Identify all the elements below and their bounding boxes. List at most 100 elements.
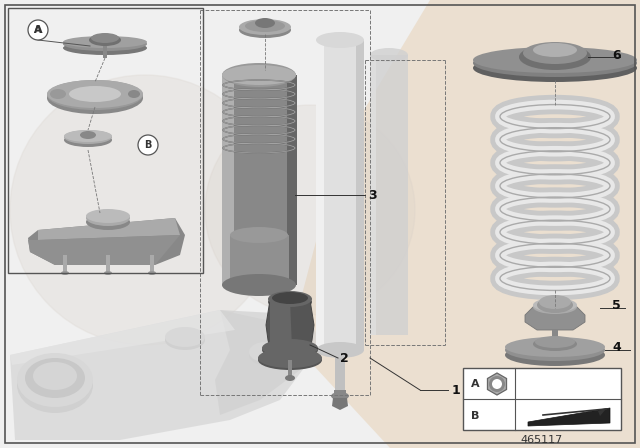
Ellipse shape — [489, 376, 505, 392]
Text: 3: 3 — [368, 189, 376, 202]
Text: B: B — [471, 411, 479, 421]
Bar — [335, 350, 345, 395]
Polygon shape — [38, 218, 180, 240]
Ellipse shape — [69, 86, 121, 102]
Ellipse shape — [63, 37, 147, 51]
Ellipse shape — [89, 34, 121, 46]
Ellipse shape — [255, 18, 275, 28]
Polygon shape — [266, 300, 314, 348]
Ellipse shape — [222, 274, 296, 296]
Ellipse shape — [268, 294, 312, 310]
Ellipse shape — [316, 32, 364, 48]
Text: 2: 2 — [340, 352, 349, 365]
Ellipse shape — [222, 65, 296, 85]
Bar — [106, 255, 110, 273]
Ellipse shape — [258, 348, 322, 368]
Polygon shape — [10, 310, 310, 440]
Ellipse shape — [272, 292, 308, 304]
Ellipse shape — [258, 350, 322, 370]
Ellipse shape — [165, 327, 205, 347]
Bar — [316, 40, 324, 350]
Ellipse shape — [47, 80, 143, 108]
Ellipse shape — [64, 130, 112, 142]
Ellipse shape — [25, 358, 85, 398]
Ellipse shape — [47, 82, 143, 114]
Bar — [356, 40, 364, 350]
Bar — [63, 255, 67, 273]
Ellipse shape — [245, 20, 285, 32]
Ellipse shape — [473, 49, 637, 77]
Bar — [230, 235, 289, 285]
Polygon shape — [528, 408, 610, 426]
Ellipse shape — [222, 63, 296, 87]
Ellipse shape — [505, 339, 605, 361]
Ellipse shape — [331, 392, 349, 400]
Ellipse shape — [550, 341, 560, 347]
Bar — [316, 40, 364, 350]
Ellipse shape — [230, 227, 288, 243]
Ellipse shape — [63, 41, 147, 55]
Ellipse shape — [64, 133, 112, 147]
Ellipse shape — [47, 80, 143, 110]
Text: A: A — [35, 25, 42, 35]
Ellipse shape — [86, 210, 130, 226]
Bar — [334, 390, 346, 396]
Polygon shape — [332, 398, 348, 410]
Ellipse shape — [91, 33, 119, 43]
Ellipse shape — [535, 336, 575, 348]
Ellipse shape — [537, 297, 573, 313]
Ellipse shape — [86, 214, 130, 230]
Ellipse shape — [533, 300, 577, 314]
Circle shape — [10, 75, 280, 345]
Bar — [552, 330, 558, 344]
Ellipse shape — [370, 48, 408, 62]
Bar — [370, 55, 376, 335]
Ellipse shape — [148, 271, 156, 275]
Polygon shape — [270, 300, 292, 348]
Bar — [150, 255, 154, 273]
Bar — [287, 75, 297, 285]
Ellipse shape — [473, 54, 637, 82]
Ellipse shape — [63, 36, 147, 48]
Polygon shape — [488, 373, 506, 395]
Ellipse shape — [33, 362, 77, 390]
Ellipse shape — [533, 298, 577, 312]
Text: 1: 1 — [452, 383, 461, 396]
Ellipse shape — [523, 42, 587, 64]
Ellipse shape — [249, 342, 281, 362]
Ellipse shape — [473, 47, 637, 73]
Ellipse shape — [50, 89, 66, 99]
Bar — [463, 368, 621, 430]
Circle shape — [138, 135, 158, 155]
Ellipse shape — [239, 19, 291, 35]
Circle shape — [205, 105, 415, 315]
Ellipse shape — [519, 44, 591, 70]
Bar — [288, 360, 292, 378]
Bar — [103, 44, 107, 58]
Text: 6: 6 — [612, 48, 621, 61]
Ellipse shape — [86, 209, 130, 223]
Ellipse shape — [492, 379, 502, 389]
Ellipse shape — [285, 375, 295, 381]
Ellipse shape — [262, 339, 318, 357]
Ellipse shape — [533, 337, 577, 351]
Polygon shape — [525, 307, 585, 330]
Ellipse shape — [104, 271, 112, 275]
Bar — [8, 8, 203, 273]
Text: B: B — [144, 140, 152, 150]
Ellipse shape — [249, 345, 281, 365]
Ellipse shape — [268, 291, 312, 307]
Polygon shape — [215, 310, 320, 415]
Polygon shape — [28, 218, 185, 265]
Ellipse shape — [316, 342, 364, 358]
Text: 465117: 465117 — [521, 435, 563, 445]
Polygon shape — [28, 235, 180, 265]
Ellipse shape — [505, 337, 605, 357]
Polygon shape — [523, 406, 613, 425]
Ellipse shape — [64, 130, 112, 144]
Ellipse shape — [239, 22, 291, 38]
Bar — [222, 75, 234, 285]
Ellipse shape — [539, 295, 571, 309]
Polygon shape — [598, 409, 606, 416]
Bar — [370, 55, 408, 335]
